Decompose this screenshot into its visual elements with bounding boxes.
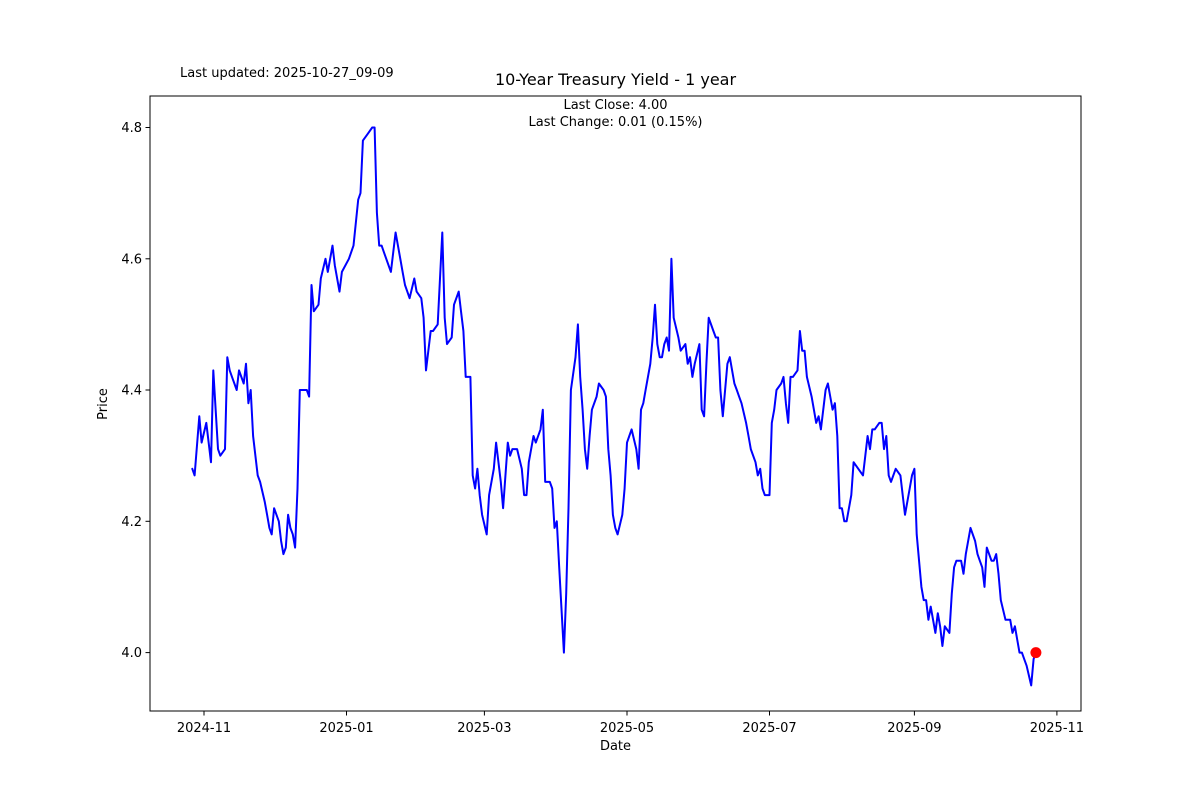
last-updated-text: Last updated: 2025-10-27_09-09 bbox=[180, 66, 394, 81]
x-tick-label: 2025-09 bbox=[887, 721, 941, 736]
y-tick-label: 4.6 bbox=[121, 252, 142, 267]
x-tick-label: 2025-01 bbox=[319, 721, 373, 736]
x-tick-label: 2024-11 bbox=[177, 721, 231, 736]
last-change-annotation: Last Change: 0.01 (0.15%) bbox=[528, 115, 703, 130]
y-axis-ticks: 4.0 4.2 4.4 4.6 4.8 bbox=[121, 121, 150, 661]
price-line-group bbox=[191, 126, 1042, 687]
x-tick-label: 2025-11 bbox=[1030, 721, 1084, 736]
last-price-dot bbox=[1030, 647, 1042, 659]
x-tick-label: 2025-07 bbox=[742, 721, 796, 736]
y-tick-label: 4.8 bbox=[121, 121, 142, 136]
y-axis-label: Price bbox=[96, 388, 111, 420]
y-tick-label: 4.0 bbox=[121, 646, 142, 661]
x-tick-label: 2025-03 bbox=[457, 721, 511, 736]
y-tick-label: 4.4 bbox=[121, 384, 142, 399]
x-axis-ticks: 2024-11 2025-01 2025-03 2025-05 2025-07 2025-… bbox=[177, 711, 1084, 736]
price-line bbox=[191, 126, 1037, 687]
chart-title: 10-Year Treasury Yield - 1 year bbox=[494, 70, 737, 89]
y-tick-label: 4.2 bbox=[121, 515, 142, 530]
x-axis-label: Date bbox=[599, 739, 632, 754]
axes-frame bbox=[149, 95, 1082, 712]
last-close-annotation: Last Close: 4.00 bbox=[563, 98, 668, 113]
x-tick-label: 2025-05 bbox=[600, 721, 654, 736]
